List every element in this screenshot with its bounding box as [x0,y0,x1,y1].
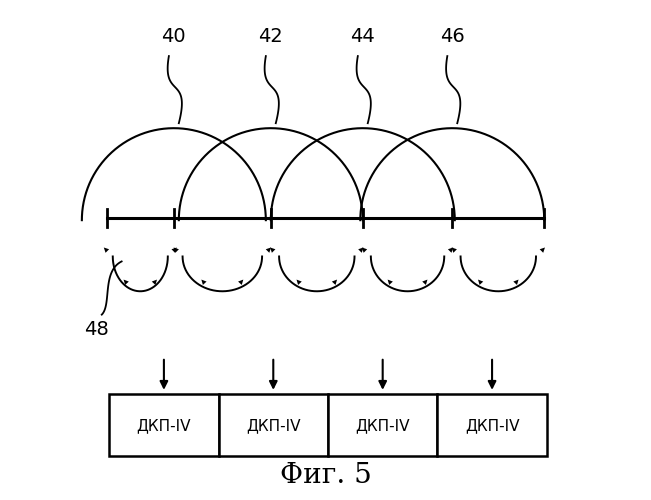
Text: ДКП-IV: ДКП-IV [137,418,191,433]
Text: ДКП-IV: ДКП-IV [355,418,410,433]
Text: 46: 46 [440,27,465,46]
Bar [437,394,547,456]
Text: ДКП-IV: ДКП-IV [465,418,519,433]
Text: 40: 40 [161,27,186,46]
Text: 42: 42 [258,27,283,46]
Text: 44: 44 [350,27,375,46]
Bar [219,394,328,456]
Bar [328,394,437,456]
Text: ДКП-IV: ДКП-IV [246,418,301,433]
Bar [109,394,219,456]
Text: Фиг. 5: Фиг. 5 [280,462,371,488]
Text: 48: 48 [85,320,109,338]
